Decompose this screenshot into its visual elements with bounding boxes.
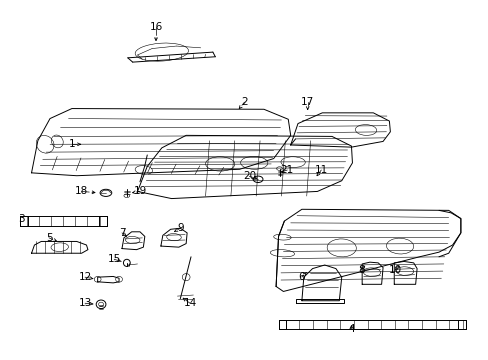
Text: 13: 13 — [78, 298, 91, 308]
Text: 8: 8 — [357, 265, 364, 275]
Text: 2: 2 — [241, 97, 247, 107]
Text: 7: 7 — [119, 228, 125, 238]
Text: 4: 4 — [347, 324, 354, 334]
Text: 14: 14 — [183, 298, 196, 308]
Text: 11: 11 — [314, 165, 327, 175]
Text: 3: 3 — [19, 214, 25, 224]
Text: 12: 12 — [78, 272, 91, 282]
Text: 20: 20 — [243, 171, 255, 181]
Text: 19: 19 — [133, 186, 146, 197]
Text: 18: 18 — [75, 186, 88, 197]
Text: 1: 1 — [68, 139, 75, 149]
Text: 15: 15 — [107, 254, 121, 264]
Text: 16: 16 — [149, 22, 163, 32]
Text: 9: 9 — [177, 223, 183, 233]
Text: 6: 6 — [298, 272, 305, 282]
Text: 17: 17 — [301, 97, 314, 107]
Text: 5: 5 — [46, 233, 52, 243]
Text: 21: 21 — [280, 165, 293, 175]
Text: 10: 10 — [388, 265, 401, 275]
